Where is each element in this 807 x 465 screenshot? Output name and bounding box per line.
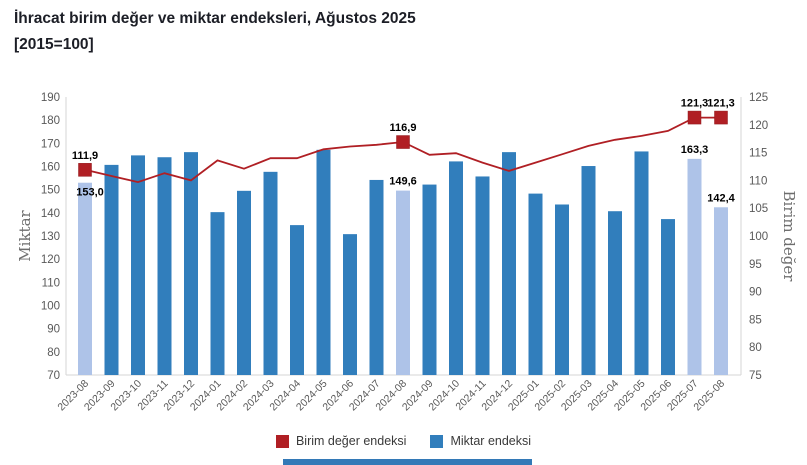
left-axis-tick-110: 110 bbox=[42, 277, 60, 289]
right-axis-title: Birim değer bbox=[780, 191, 798, 283]
bar-2025-04 bbox=[608, 211, 622, 375]
legend-label-miktar: Miktar endeksi bbox=[450, 434, 532, 448]
bar-2024-12 bbox=[502, 152, 516, 375]
bar-2024-11 bbox=[475, 176, 490, 375]
right-axis-tick-85: 85 bbox=[749, 314, 762, 326]
line-marker-2023-08 bbox=[78, 163, 92, 177]
footer-strip bbox=[283, 459, 532, 465]
point-label-bar-2025-07: 163,3 bbox=[681, 144, 709, 156]
point-label-line-2023-08: 111,9 bbox=[72, 150, 98, 162]
bar-2025-05 bbox=[634, 151, 649, 375]
right-axis-tick-115: 115 bbox=[749, 148, 767, 160]
point-label-bar-2025-08: 142,4 bbox=[707, 192, 735, 204]
left-axis-tick-190: 190 bbox=[41, 92, 60, 104]
bar-2024-07 bbox=[369, 179, 384, 375]
bar-2024-05 bbox=[316, 149, 331, 375]
chart-legend: Birim değer endeksi Miktar endeksi bbox=[0, 430, 807, 452]
right-axis-tick-80: 80 bbox=[749, 342, 762, 354]
chart-area: 70 80 90 100 110 120 130 140 150 160 170 180 190 75 80… bbox=[0, 85, 807, 430]
bar-2024-08 bbox=[396, 190, 410, 375]
bar-2024-10 bbox=[449, 161, 463, 375]
point-label-bar-2024-08: 149,6 bbox=[389, 176, 417, 188]
line-marker-2025-07 bbox=[687, 110, 702, 125]
chart-header: İhracat birim değer ve miktar endeksleri… bbox=[14, 6, 416, 58]
bar-2023-11 bbox=[157, 157, 172, 375]
left-axis-tick-180: 180 bbox=[41, 115, 60, 127]
bar-2023-10 bbox=[131, 155, 145, 375]
bar-2025-02 bbox=[555, 204, 569, 375]
left-axis-tick-130: 130 bbox=[41, 231, 60, 243]
chart-title: İhracat birim değer ve miktar endeksleri… bbox=[14, 10, 416, 27]
left-axis-tick-140: 140 bbox=[41, 208, 60, 220]
chart-subtitle: [2015=100] bbox=[14, 36, 94, 53]
point-label-line-2025-08: 121,3 bbox=[707, 98, 735, 110]
line-marker-2024-08 bbox=[396, 135, 410, 149]
left-axis-tick-160: 160 bbox=[41, 162, 60, 174]
bar-2025-03 bbox=[581, 166, 596, 375]
bar-2023-08 bbox=[78, 182, 92, 375]
right-axis-tick-90: 90 bbox=[749, 287, 762, 299]
right-axis-tick-105: 105 bbox=[749, 203, 768, 215]
left-axis-tick-80: 80 bbox=[47, 347, 60, 359]
bar-2024-09 bbox=[422, 184, 437, 375]
bar-2024-03 bbox=[263, 171, 278, 375]
bar-2024-01 bbox=[210, 212, 225, 375]
left-axis-tick-150: 150 bbox=[41, 185, 60, 197]
right-axis-tick-125: 125 bbox=[749, 92, 768, 104]
bar-2025-01 bbox=[528, 193, 543, 375]
bar-2024-06 bbox=[343, 234, 357, 375]
bar-2023-12 bbox=[184, 152, 198, 375]
legend-swatch-red bbox=[275, 434, 289, 448]
left-axis-tick-70: 70 bbox=[47, 370, 60, 382]
legend-swatch-blue bbox=[430, 434, 444, 448]
point-label-line-2025-07: 121,3 bbox=[681, 98, 709, 110]
right-axis-tick-95: 95 bbox=[749, 259, 762, 271]
bar-2025-08 bbox=[714, 207, 728, 375]
line-marker-2025-08 bbox=[714, 110, 728, 125]
bar-2023-09 bbox=[104, 164, 119, 375]
right-axis-tick-110: 110 bbox=[749, 175, 767, 187]
left-axis-tick-170: 170 bbox=[41, 138, 60, 150]
left-axis-tick-120: 120 bbox=[41, 254, 60, 266]
legend-label-birim-deger: Birim değer endeksi bbox=[295, 434, 407, 448]
bar-2024-04 bbox=[290, 225, 304, 375]
right-axis-tick-75: 75 bbox=[749, 370, 762, 382]
right-axis-tick-100: 100 bbox=[749, 231, 768, 243]
point-label-bar-2023-08: 153,0 bbox=[76, 187, 104, 199]
left-axis-tick-100: 100 bbox=[41, 301, 60, 313]
legend-item-miktar[interactable]: Miktar endeksi bbox=[430, 434, 531, 448]
point-label-line-2024-08: 116,9 bbox=[390, 122, 417, 134]
bar-2024-02 bbox=[237, 190, 251, 375]
left-axis-title: Miktar bbox=[16, 209, 34, 261]
left-axis-tick-90: 90 bbox=[47, 324, 60, 336]
bar-2025-07 bbox=[687, 158, 702, 375]
bar-2025-06 bbox=[661, 219, 675, 375]
legend-item-birim-deger[interactable]: Birim değer endeksi bbox=[275, 434, 407, 448]
right-axis-tick-120: 120 bbox=[749, 120, 768, 132]
chart-svg: 70 80 90 100 110 120 130 140 150 160 170 180 190 75 80… bbox=[16, 92, 798, 413]
